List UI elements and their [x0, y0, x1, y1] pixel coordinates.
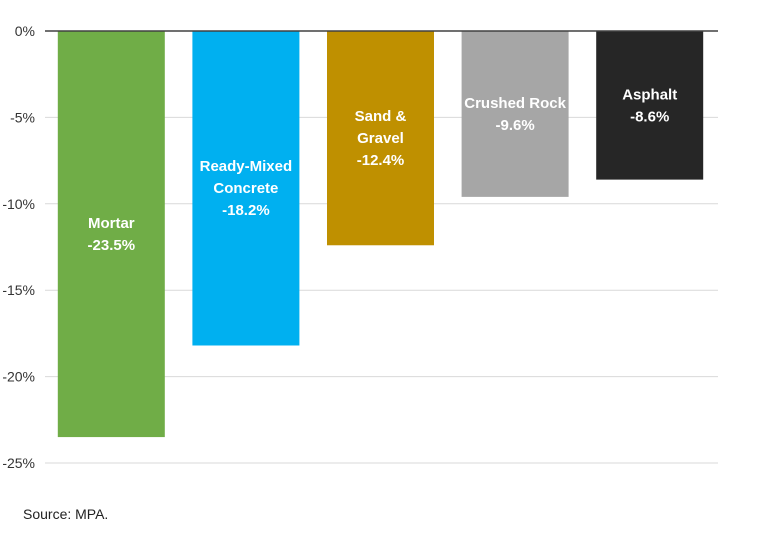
- bar-value-label: -9.6%: [496, 117, 535, 134]
- bar-category-label: Concrete: [213, 180, 278, 197]
- bar-category-label: Asphalt: [622, 86, 677, 103]
- bars: [57, 31, 704, 438]
- bar-category-label: Sand &: [355, 108, 407, 125]
- bar-chart: 0% -5% -10% -15% -20% -25% Mortar -23.5% Ready-…: [2, 23, 718, 471]
- bar-value-label: -18.2%: [222, 202, 270, 219]
- bar-asphalt: [596, 31, 704, 180]
- bar-category-label: Mortar: [88, 215, 135, 232]
- y-tick-label: -15%: [2, 282, 35, 298]
- bar-sand-gravel: [327, 31, 434, 246]
- y-tick-label: -5%: [10, 109, 35, 125]
- bar-category-label: Ready-Mixed: [200, 158, 293, 175]
- bar-mortar: [57, 31, 165, 438]
- bar-category-label: Gravel: [357, 130, 404, 147]
- y-tick-label: -10%: [2, 196, 35, 212]
- bar-value-label: -8.6%: [630, 108, 669, 125]
- bar-labels: Mortar -23.5% Ready-Mixed Concrete -18.2% San…: [88, 86, 678, 254]
- y-tick-label: 0%: [15, 23, 35, 39]
- bar-ready-mixed-concrete: [192, 31, 300, 346]
- y-tick-label: -25%: [2, 455, 35, 471]
- source-note: Source: MPA.: [23, 506, 109, 522]
- bar-category-label: Crushed Rock: [464, 95, 566, 112]
- y-axis-ticks: 0% -5% -10% -15% -20% -25%: [2, 23, 35, 471]
- bar-value-label: -12.4%: [357, 152, 405, 169]
- bar-crushed-rock: [461, 31, 569, 197]
- y-tick-label: -20%: [2, 369, 35, 385]
- bar-value-label: -23.5%: [88, 237, 136, 254]
